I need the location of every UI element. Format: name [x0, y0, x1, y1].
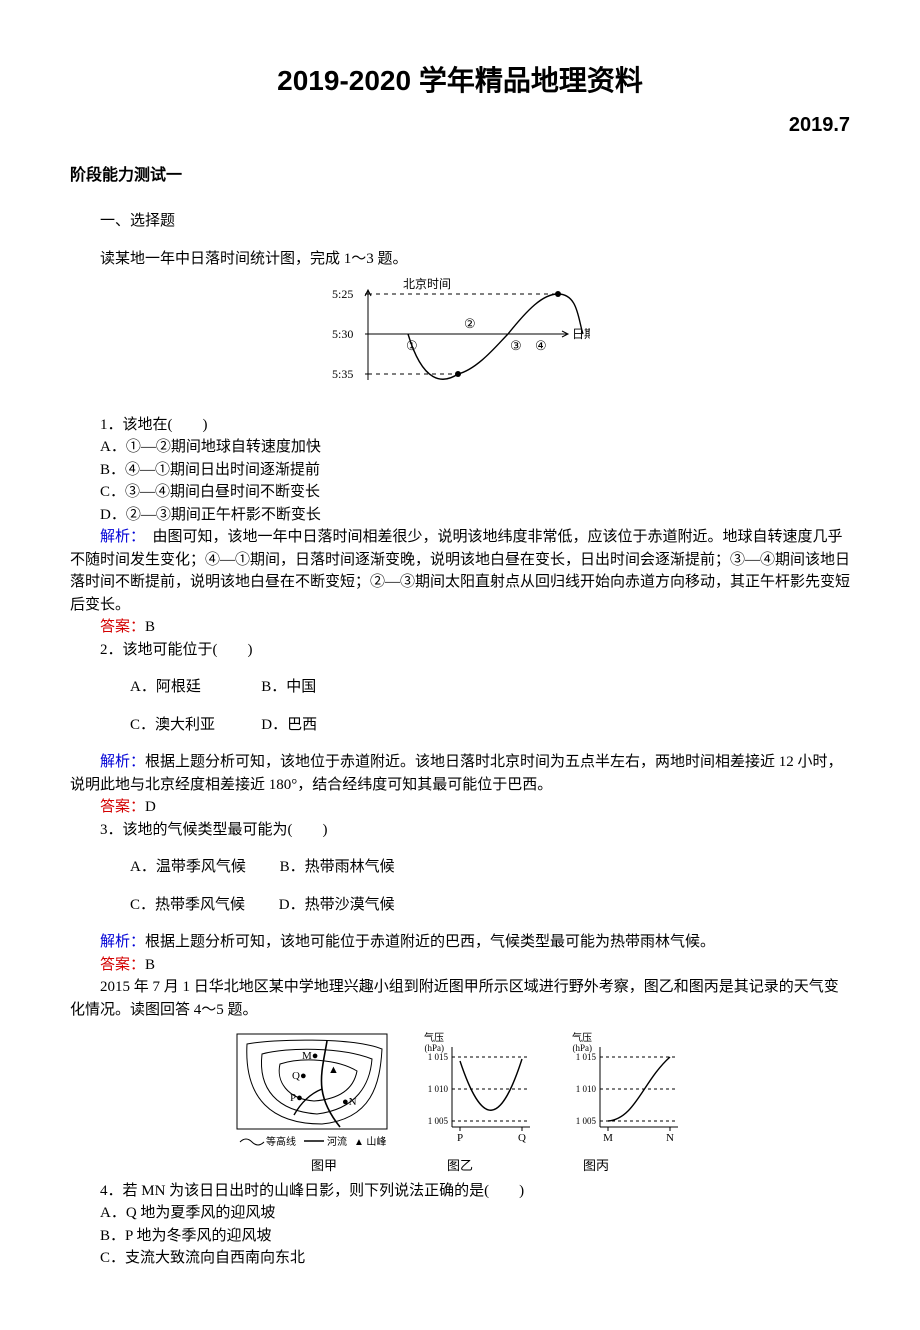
- q2-answer: 答案：D: [70, 796, 850, 819]
- page-date: 2019.7: [70, 110, 850, 140]
- svg-text:Q: Q: [518, 1132, 526, 1144]
- page-title: 2019-2020 学年精品地理资料: [70, 60, 850, 102]
- svg-text:1 015: 1 015: [576, 1052, 597, 1062]
- svg-text:5:35: 5:35: [332, 367, 353, 381]
- q3-opts-row2: C．热带季风气候 D．热带沙漠气候: [70, 894, 850, 917]
- analysis-label: 解析：: [100, 754, 145, 770]
- svg-text:②: ②: [464, 316, 476, 331]
- q2-optB: B．中国: [231, 676, 359, 699]
- q1-analysis: 解析： 由图可知，该地一年中日落时间相差很少，说明该地纬度非常低，应该位于赤道附…: [70, 526, 850, 616]
- svg-text:1 010: 1 010: [428, 1084, 449, 1094]
- chart-sunset: 北京时间日期5:255:305:35①②③④: [70, 276, 850, 404]
- svg-text:Q●: Q●: [292, 1070, 307, 1082]
- q4-optA: A．Q 地为夏季风的迎风坡: [70, 1202, 850, 1225]
- q3-analysis: 解析：根据上题分析可知，该地可能位于赤道附近的巴西，气候类型最可能为热带雨林气候…: [70, 931, 850, 954]
- svg-text:▲: ▲: [328, 1064, 339, 1076]
- q2-answer-val: D: [145, 799, 156, 815]
- q2-stem: 2．该地可能位于( ): [70, 639, 850, 662]
- svg-text:P●: P●: [290, 1092, 303, 1104]
- q3-optA: A．温带季风气候: [100, 856, 246, 879]
- fig-yi: 气压(hPa)1 0151 0101 005PQ: [410, 1029, 540, 1154]
- svg-text:M: M: [603, 1132, 613, 1144]
- svg-text:河流: 河流: [327, 1135, 347, 1148]
- q1-optC: C．③—④期间白昼时间不断变长: [70, 481, 850, 504]
- svg-text:1 015: 1 015: [428, 1052, 449, 1062]
- svg-text:●N: ●N: [342, 1096, 357, 1108]
- q4-q5-intro: 2015 年 7 月 1 日华北地区某中学地理兴趣小组到附近图甲所示区域进行野外…: [70, 976, 850, 1021]
- q1-analysis-text: 由图可知，该地一年中日落时间相差很少，说明该地纬度非常低，应该位于赤道附近。地球…: [70, 529, 850, 613]
- q2-optD: D．巴西: [231, 714, 359, 737]
- fig-caption-jia: 图甲: [311, 1156, 337, 1176]
- svg-text:5:30: 5:30: [332, 327, 353, 341]
- svg-text:①: ①: [406, 338, 418, 353]
- fig-caption-bing: 图丙: [583, 1156, 609, 1176]
- figure-row: ▲M●Q●P●●N等高线河流▲ 山峰 气压(hPa)1 0151 0101 00…: [70, 1029, 850, 1154]
- analysis-label: 解析：: [100, 934, 145, 950]
- svg-text:④: ④: [535, 338, 547, 353]
- svg-text:1 005: 1 005: [428, 1116, 449, 1126]
- svg-text:▲ 山峰: ▲ 山峰: [354, 1136, 386, 1148]
- chart-sunset-svg: 北京时间日期5:255:305:35①②③④: [330, 276, 590, 396]
- q3-answer-val: B: [145, 957, 155, 973]
- answer-label: 答案：: [100, 619, 145, 635]
- figure-captions: 图甲 图乙 图丙: [70, 1156, 850, 1176]
- section-heading: 一、选择题: [70, 210, 850, 233]
- q1-optA: A．①—②期间地球自转速度加快: [70, 436, 850, 459]
- q2-opts-row2: C．澳大利亚 D．巴西: [70, 714, 850, 737]
- answer-label: 答案：: [100, 799, 145, 815]
- q1-optB: B．④—①期间日出时间逐渐提前: [70, 459, 850, 482]
- svg-text:M●: M●: [302, 1050, 318, 1062]
- q3-optC: C．热带季风气候: [100, 894, 245, 917]
- q3-analysis-text: 根据上题分析可知，该地可能位于赤道附近的巴西，气候类型最可能为热带雨林气候。: [145, 934, 715, 950]
- svg-text:北京时间: 北京时间: [403, 277, 451, 291]
- q1-answer-val: B: [145, 619, 155, 635]
- section-subtitle: 阶段能力测试一: [70, 164, 850, 188]
- fig-caption-yi: 图乙: [447, 1156, 473, 1176]
- q3-stem: 3．该地的气候类型最可能为( ): [70, 819, 850, 842]
- q4-stem: 4．若 MN 为该日日出时的山峰日影，则下列说法正确的是( ): [70, 1180, 850, 1203]
- fig-map: ▲ M● Q● P● ●N 等高线 河流 ▲ 山峰: [232, 1029, 392, 1154]
- fig-bing: 气压(hPa)1 0151 0101 005MN: [558, 1029, 688, 1154]
- q2-analysis: 解析：根据上题分析可知，该地位于赤道附近。该地日落时北京时间为五点半左右，两地时…: [70, 751, 850, 796]
- svg-text:N: N: [666, 1132, 674, 1144]
- svg-text:1 010: 1 010: [576, 1084, 597, 1094]
- svg-text:1 005: 1 005: [576, 1116, 597, 1126]
- q4-optC: C．支流大致流向自西南向东北: [70, 1247, 850, 1270]
- svg-text:等高线: 等高线: [266, 1135, 296, 1148]
- q3-opts-row1: A．温带季风气候 B．热带雨林气候: [70, 856, 850, 879]
- q3-optD: D．热带沙漠气候: [249, 894, 395, 917]
- q2-analysis-text: 根据上题分析可知，该地位于赤道附近。该地日落时北京时间为五点半左右，两地时间相差…: [70, 754, 843, 793]
- q1-answer: 答案：B: [70, 616, 850, 639]
- svg-text:P: P: [457, 1132, 463, 1144]
- q2-optA: A．阿根廷: [100, 676, 228, 699]
- analysis-label: 解析：: [100, 529, 138, 545]
- q3-optB: B．热带雨林气候: [250, 856, 395, 879]
- svg-text:③: ③: [510, 338, 522, 353]
- q1-stem: 1．该地在( ): [70, 414, 850, 437]
- q1-optD: D．②—③期间正午杆影不断变长: [70, 504, 850, 527]
- answer-label: 答案：: [100, 957, 145, 973]
- q1-q3-intro: 读某地一年中日落时间统计图，完成 1～3 题。: [70, 248, 850, 271]
- q2-optC: C．澳大利亚: [100, 714, 228, 737]
- svg-text:5:25: 5:25: [332, 287, 353, 301]
- q3-answer: 答案：B: [70, 954, 850, 977]
- q4-optB: B．P 地为冬季风的迎风坡: [70, 1225, 850, 1248]
- q2-opts-row1: A．阿根廷 B．中国: [70, 676, 850, 699]
